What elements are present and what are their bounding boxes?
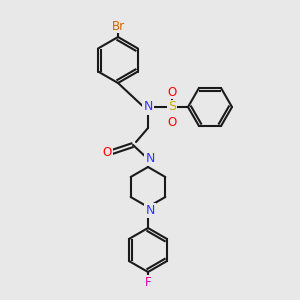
Text: O: O	[167, 85, 177, 98]
Text: Br: Br	[111, 20, 124, 32]
Text: N: N	[145, 203, 155, 217]
Text: O: O	[167, 116, 177, 128]
Text: N: N	[143, 100, 153, 113]
Text: O: O	[102, 146, 112, 158]
Text: N: N	[145, 152, 155, 164]
Text: F: F	[145, 275, 151, 289]
Text: S: S	[168, 100, 176, 113]
